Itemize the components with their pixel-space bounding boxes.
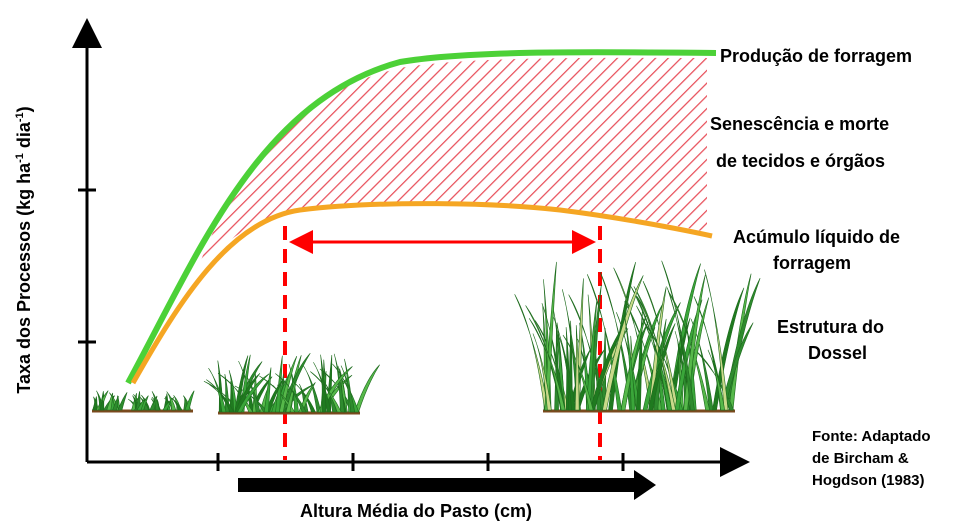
grass-blade [118,392,127,410]
canopy-label: Estrutura do [777,317,884,337]
source-label: Hogdson (1983) [812,472,925,489]
x-axis-label: Altura Média do Pasto (cm) [300,501,532,521]
grass-blade [209,368,226,412]
y-axis-label: Taxa dos Processos (kg ha-1 dia-1) [14,106,34,393]
grass-blade [355,365,380,412]
grass-blade [515,294,549,410]
diagram: Taxa dos Processos (kg ha-1 dia-1) Altur… [0,0,966,521]
senescence-label: Senescência e morte [710,114,889,134]
source-label: de Bircham & [812,450,909,467]
senescence-label: de tecidos e órgãos [716,151,885,171]
canopy-label: Dossel [808,343,867,363]
grass-illustrations [92,261,760,413]
production-label: Produção de forragem [720,46,912,66]
net-accumulation-label: forragem [773,253,851,273]
source-label: Fonte: Adaptado [812,428,931,445]
height-arrow [238,470,656,500]
net-accumulation-label: Acúmulo líquido de [733,227,900,247]
grass-blade [636,310,642,410]
